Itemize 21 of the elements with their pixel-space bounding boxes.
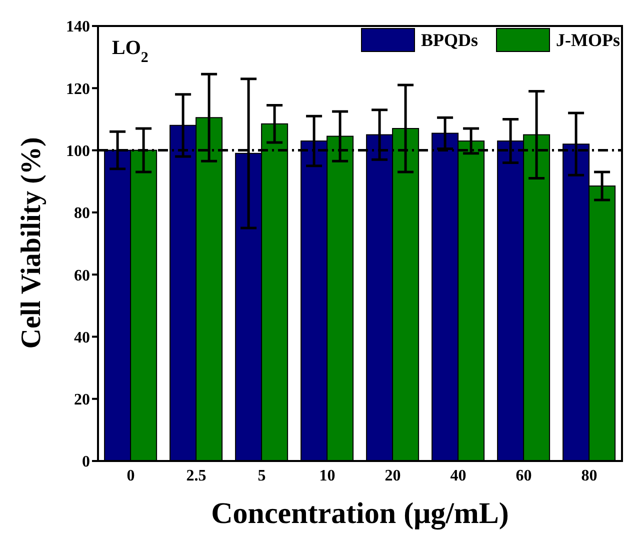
x-tick-label: 80 <box>581 467 598 484</box>
legend-label: BPQDs <box>421 30 478 50</box>
y-tick-label: 20 <box>74 392 90 409</box>
x-tick-label: 0 <box>126 467 135 484</box>
y-tick-label: 80 <box>74 205 90 222</box>
y-axis-title: Cell Viability (%) <box>16 137 47 349</box>
x-tick-label: 20 <box>384 467 401 484</box>
y-tick-label: 120 <box>66 80 90 98</box>
y-tick-label: 60 <box>74 267 90 284</box>
x-tick-label: 10 <box>319 467 336 484</box>
x-tick-label: 60 <box>516 467 532 484</box>
x-tick-label: 5 <box>258 467 266 484</box>
x-tick-label: 40 <box>450 467 466 484</box>
y-tick-label: 0 <box>82 454 90 471</box>
annotation: LO$_{2}$ <box>112 37 148 66</box>
y-tick-label: 40 <box>74 329 90 346</box>
y-tick-label: 140 <box>66 18 90 36</box>
x-axis-title: Concentration (μg/mL) <box>211 497 509 530</box>
legend-label: J-MOPs <box>556 30 620 50</box>
x-tick-label: 2.5 <box>186 467 206 484</box>
y-tick-label: 100 <box>66 142 90 160</box>
